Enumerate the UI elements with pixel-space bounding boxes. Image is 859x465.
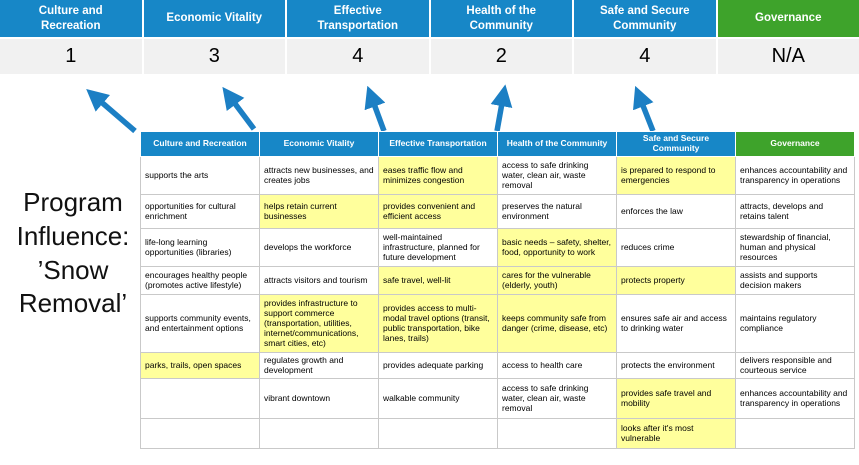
- matrix-cell: [497, 417, 617, 449]
- arrow-safe-and-secure-community: [633, 85, 656, 133]
- matrix-cell: access to safe drinking water, clean air…: [497, 155, 617, 195]
- matrix-column-header-2: Effective Transportation: [378, 131, 498, 157]
- matrix-cell: protects property: [616, 265, 736, 295]
- table-row: opportunities for cultural enrichment hel…: [140, 193, 855, 229]
- matrix-cell: preserves the natural environment: [497, 193, 617, 229]
- matrix-cell: [378, 417, 498, 449]
- matrix-cell: protects the environment: [616, 351, 736, 379]
- summary-header-0: Culture and Recreation: [0, 0, 142, 37]
- summary-score-0: 1: [0, 39, 142, 74]
- arrow-effective-transportation: [364, 85, 387, 132]
- matrix-cell: basic needs – safety, shelter, food, opp…: [497, 227, 617, 267]
- arrow-health-of-the-community: [490, 84, 513, 132]
- matrix-column-header-5: Governance: [735, 131, 855, 157]
- summary-header-row: Culture and Recreation Economic Vitality E…: [0, 0, 859, 37]
- matrix-cell: regulates growth and development: [259, 351, 379, 379]
- matrix-cell: [140, 377, 260, 419]
- matrix-cell: provides infrastructure to support comme…: [259, 293, 379, 353]
- matrix-cell: life-long learning opportunities (librar…: [140, 227, 260, 267]
- matrix-cell: provides access to multi-modal travel op…: [378, 293, 498, 353]
- arrow-economic-vitality: [222, 86, 257, 131]
- matrix-cell: walkable community: [378, 377, 498, 419]
- matrix-cell: supports community events, and entertain…: [140, 293, 260, 353]
- matrix-cell: is prepared to respond to emergencies: [616, 155, 736, 195]
- matrix-cell: looks after it's most vulnerable: [616, 417, 736, 449]
- matrix-column-header-4: Safe and Secure Community: [616, 131, 736, 157]
- matrix-cell: enhances accountability and transparency…: [735, 155, 855, 195]
- matrix-cell: [140, 417, 260, 449]
- influence-matrix: Culture and Recreation Economic Vitality E…: [140, 131, 855, 449]
- matrix-column-header-0: Culture and Recreation: [140, 131, 260, 157]
- matrix-cell: encourages healthy people (promotes acti…: [140, 265, 260, 295]
- table-row: life-long learning opportunities (librar…: [140, 227, 855, 267]
- summary-header-1: Economic Vitality: [143, 0, 285, 37]
- summary-score-2: 4: [287, 39, 429, 74]
- table-row: supports the arts attracts new businesses…: [140, 155, 855, 195]
- matrix-column-header-1: Economic Vitality: [259, 131, 379, 157]
- matrix-cell: attracts new businesses, and creates job…: [259, 155, 379, 195]
- matrix-cell: [735, 417, 855, 449]
- matrix-cell: vibrant downtown: [259, 377, 379, 419]
- matrix-cell: access to safe drinking water, clean air…: [497, 377, 617, 419]
- matrix-cell: [259, 417, 379, 449]
- matrix-cell: provides safe travel and mobility: [616, 377, 736, 419]
- matrix-cell: opportunities for cultural enrichment: [140, 193, 260, 229]
- table-row: vibrant downtown walkable community access…: [140, 377, 855, 419]
- matrix-cell: enhances accountability and transparency…: [735, 377, 855, 419]
- matrix-cell: stewardship of financial, human and phys…: [735, 227, 855, 267]
- summary-score-3: 2: [430, 39, 572, 74]
- matrix-cell: ensures safe air and access to drinking …: [616, 293, 736, 353]
- table-row: supports community events, and entertain…: [140, 293, 855, 353]
- page-title: Program Influence: ’Snow Removal’: [16, 187, 130, 319]
- matrix-header-row: Culture and Recreation Economic Vitality E…: [140, 131, 855, 157]
- matrix-cell: well-maintained infrastructure, planned …: [378, 227, 498, 267]
- matrix-cell: keeps community safe from danger (crime,…: [497, 293, 617, 353]
- matrix-cell: reduces crime: [616, 227, 736, 267]
- table-row: looks after it's most vulnerable: [140, 417, 855, 449]
- matrix-cell: enforces the law: [616, 193, 736, 229]
- matrix-cell: supports the arts: [140, 155, 260, 195]
- summary-header-4: Safe and Secure Community: [574, 0, 716, 37]
- matrix-cell: delivers responsible and courteous servi…: [735, 351, 855, 379]
- matrix-cell: provides adequate parking: [378, 351, 498, 379]
- matrix-cell: assists and supports decision makers: [735, 265, 855, 295]
- summary-score-4: 4: [574, 39, 716, 74]
- matrix-cell: maintains regulatory compliance: [735, 293, 855, 353]
- summary-header-3: Health of the Community: [430, 0, 572, 37]
- arrow-culture-and-recreation: [86, 88, 137, 134]
- matrix-cell: safe travel, well-lit: [378, 265, 498, 295]
- matrix-cell: provides convenient and efficient access: [378, 193, 498, 229]
- summary-score-row: 1 3 4 2 4 N/A: [0, 39, 859, 74]
- summary-score-5: N/A: [717, 39, 859, 74]
- matrix-cell: eases traffic flow and minimizes congest…: [378, 155, 498, 195]
- summary-header-5: Governance: [717, 0, 859, 37]
- matrix-cell: cares for the vulnerable (elderly, youth…: [497, 265, 617, 295]
- summary-header-2: Effective Transportation: [287, 0, 429, 37]
- matrix-column-header-3: Health of the Community: [497, 131, 617, 157]
- matrix-cell: develops the workforce: [259, 227, 379, 267]
- matrix-cell: attracts visitors and tourism: [259, 265, 379, 295]
- matrix-cell: helps retain current businesses: [259, 193, 379, 229]
- matrix-cell: access to health care: [497, 351, 617, 379]
- table-row: encourages healthy people (promotes acti…: [140, 265, 855, 295]
- matrix-body: supports the arts attracts new businesses…: [140, 155, 855, 449]
- matrix-head: Culture and Recreation Economic Vitality E…: [140, 131, 855, 157]
- matrix-cell: attracts, develops and retains talent: [735, 193, 855, 229]
- table-row: parks, trails, open spaces regulates grow…: [140, 351, 855, 379]
- matrix-cell: parks, trails, open spaces: [140, 351, 260, 379]
- summary-score-1: 3: [143, 39, 285, 74]
